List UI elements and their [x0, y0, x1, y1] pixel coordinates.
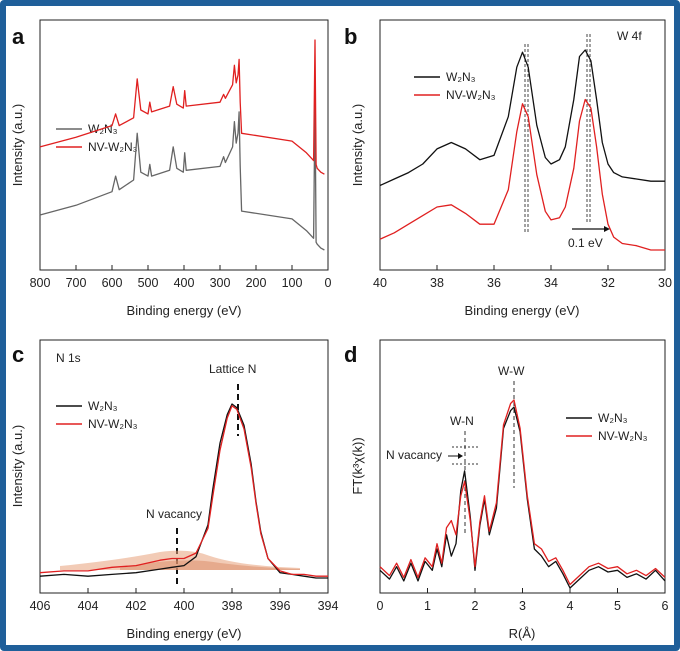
panel-a-series-nv-w2n3: [39, 39, 325, 175]
panel-label-d: d: [344, 342, 357, 367]
panel-c-xtick-label-3: 400: [174, 599, 195, 613]
panel-b-series-w2n3: [379, 49, 665, 187]
panel-c-xtick-label-1: 404: [78, 599, 99, 613]
panel-a-xtick-label-8: 0: [325, 276, 332, 290]
panel-a-xtick-label-4: 400: [174, 276, 195, 290]
panel-a-series-w2n3: [39, 97, 325, 251]
panel-c-xtick-label-5: 396: [270, 599, 291, 613]
panel-d-xtick-label-4: 4: [567, 599, 574, 613]
panel-c-legend-nv: NV-W₂N₃: [88, 417, 138, 431]
panel-c-fit-area-2: [120, 560, 300, 570]
panel-d-series-nv-w2n3: [379, 399, 666, 586]
panel-d-xtick-label-1: 1: [424, 599, 431, 613]
panel-b-xlabel: Binding energy (eV): [465, 303, 580, 318]
panel-d-xtick-label-3: 3: [519, 599, 526, 613]
panel-b-title: W 4f: [617, 29, 642, 43]
panel-a-frame: [39, 19, 329, 271]
panel-d-xlabel: R(Å): [509, 626, 536, 641]
panel-a-xtick-label-6: 200: [246, 276, 267, 290]
panel-b-series-nv-w2n3: [379, 98, 665, 251]
panel-a-xlabel: Binding energy (eV): [127, 303, 242, 318]
panel-d-wn-label: W-N: [450, 414, 474, 428]
panel-b-xtick-label-5: 30: [658, 276, 672, 290]
panel-b-ylabel: Intensity (a.u.): [350, 104, 365, 186]
panel-a-legend-nv: NV-W₂N₃: [88, 140, 138, 154]
panel-a-ylabel: Intensity (a.u.): [10, 104, 25, 186]
panel-b-frame: [379, 19, 666, 271]
panel-b-shift-arrowhead: [604, 226, 610, 232]
panel-c-vacancy-label: N vacancy: [146, 507, 202, 521]
panel-a-xtick-label-2: 600: [102, 276, 123, 290]
panel-d-xtick-label-0: 0: [377, 599, 384, 613]
panel-d-xtick-label-5: 5: [614, 599, 621, 613]
panel-b-xtick-label-1: 38: [430, 276, 444, 290]
panel-b-xtick-label-4: 32: [601, 276, 615, 290]
panel-a-xtick-label-3: 500: [138, 276, 159, 290]
panel-d-ylabel: FT(k³χ(k)): [350, 437, 365, 494]
panel-b-shift-label: 0.1 eV: [568, 236, 603, 250]
panel-c-lattice-label: Lattice N: [209, 362, 256, 376]
panel-label-b: b: [344, 24, 357, 49]
panel-c-xlabel: Binding energy (eV): [127, 626, 242, 641]
panel-b-xtick-label-2: 36: [487, 276, 501, 290]
panel-b-legend-w2n3: W₂N₃: [446, 70, 476, 84]
panel-c-xtick-label-2: 402: [126, 599, 147, 613]
panel-d-legend-w2n3: W₂N₃: [598, 411, 628, 425]
panel-c-xtick-label-0: 406: [30, 599, 51, 613]
panel-d-ww-label: W-W: [498, 364, 525, 378]
panel-c-ylabel: Intensity (a.u.): [10, 425, 25, 507]
panel-d-vacancy-arrowhead: [458, 453, 463, 459]
panel-label-a: a: [12, 24, 25, 49]
panel-a-xtick-label-0: 800: [30, 276, 51, 290]
panel-a-xtick-label-5: 300: [210, 276, 231, 290]
panel-d-legend-nv: NV-W₂N₃: [598, 429, 648, 443]
panel-c-xtick-label-6: 394: [318, 599, 339, 613]
panel-d-vacancy-label: N vacancy: [386, 448, 442, 462]
panel-c-vacancy-fit-area: [60, 550, 300, 570]
panel-a-xtick-label-1: 700: [66, 276, 87, 290]
panel-c-xtick-label-4: 398: [222, 599, 243, 613]
panel-label-c: c: [12, 342, 24, 367]
panel-c-title: N 1s: [56, 351, 81, 365]
panel-d-xtick-label-6: 6: [662, 599, 669, 613]
panel-c-series-nv-w2n3: [39, 405, 328, 577]
panel-a-xtick-label-7: 100: [282, 276, 303, 290]
panel-c-series-w2n3: [39, 403, 328, 579]
panel-c-legend-w2n3: W₂N₃: [88, 399, 118, 413]
panel-b-xtick-label-3: 34: [544, 276, 558, 290]
panel-b-xtick-label-0: 40: [373, 276, 387, 290]
panel-b-legend-nv: NV-W₂N₃: [446, 88, 496, 102]
panel-d-xtick-label-2: 2: [472, 599, 479, 613]
